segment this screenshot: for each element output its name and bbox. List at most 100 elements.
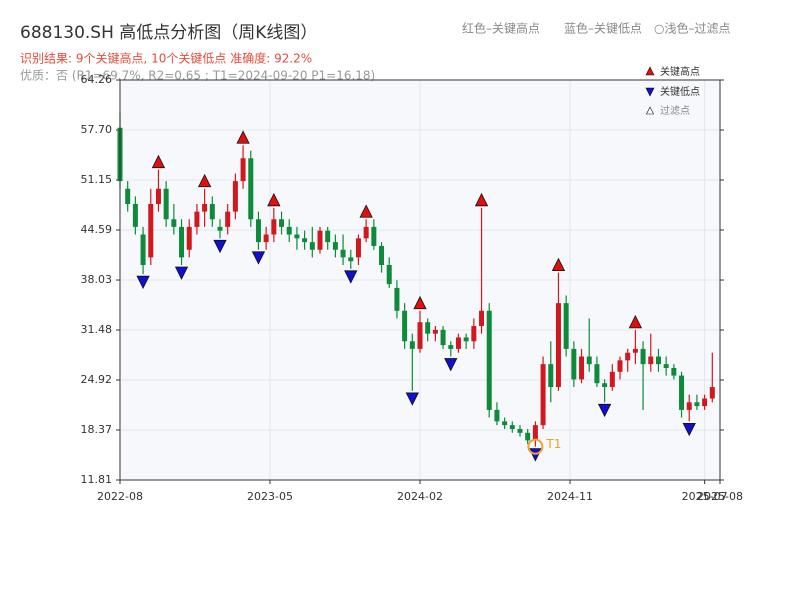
x-tick-label: 2024-11	[547, 490, 593, 503]
legend-marker	[645, 66, 655, 76]
high-point	[551, 257, 566, 272]
legend-marker	[646, 106, 654, 115]
subtitle: 识别结果: 9个关键高点, 10个关键低点 准确度: 92.2%	[20, 51, 312, 66]
high-point	[197, 173, 212, 188]
candle-body	[548, 364, 554, 388]
candle-body	[132, 204, 138, 227]
plot-frame	[119, 79, 721, 481]
high-point	[236, 130, 250, 144]
candle-body	[302, 238, 308, 243]
candle-body	[648, 356, 654, 365]
candle-body	[171, 219, 177, 227]
legend-label: 过滤点	[660, 104, 690, 117]
annotation-circle	[527, 438, 544, 455]
candle-body	[348, 257, 354, 262]
candle-body	[702, 398, 708, 407]
candle-body	[155, 188, 161, 205]
low-point	[444, 358, 458, 372]
candle-body	[402, 310, 408, 342]
candle-body	[363, 226, 369, 239]
candle-body	[440, 329, 446, 346]
candle-body	[163, 188, 169, 220]
candle-body	[317, 230, 323, 250]
high-point	[628, 314, 643, 329]
low-point	[213, 239, 227, 254]
candle-body	[632, 348, 638, 353]
candle-body	[471, 326, 477, 342]
candle-body	[355, 238, 361, 258]
candle-body	[309, 242, 315, 250]
candle-body	[502, 421, 508, 426]
x-tick-label: 2025-08	[697, 490, 743, 503]
candle-body	[525, 432, 531, 441]
y-tick-label: 51.15	[81, 173, 113, 186]
candle-body	[294, 234, 300, 239]
annotation-label: T1	[545, 437, 561, 451]
candle-body	[225, 211, 231, 227]
low-point	[136, 275, 150, 290]
y-tick-label: 57.70	[81, 123, 113, 136]
x-tick-label: 2024-02	[397, 490, 443, 503]
y-tick-label: 18.37	[81, 423, 113, 436]
candle-body	[517, 428, 523, 433]
low-point	[597, 403, 612, 418]
candle-body	[555, 303, 561, 388]
candle-body	[417, 322, 423, 349]
candle-body	[571, 348, 577, 380]
y-tick-label: 11.81	[81, 473, 113, 486]
legend-label: 关键高点	[660, 65, 700, 78]
x-tick-label: 2022-08	[97, 490, 143, 503]
candle-body	[179, 226, 185, 258]
low-point	[344, 270, 358, 284]
candle-body	[594, 364, 600, 384]
candle-body	[563, 303, 569, 349]
candle-body	[602, 383, 608, 388]
candle-body	[448, 345, 454, 349]
candle-body	[640, 348, 646, 365]
legend-text: 红色–关键高点 蓝色–关键低点 ○浅色–过滤点	[462, 21, 730, 36]
candle-body	[579, 356, 585, 380]
chart-title: 688130.SH 高低点分析图（周K线图）	[20, 23, 317, 43]
candle-body	[194, 211, 200, 227]
candle-body	[240, 158, 246, 182]
candle-body	[140, 234, 146, 266]
candle-body	[671, 367, 677, 376]
candle-body	[409, 341, 415, 349]
low-point	[682, 422, 696, 437]
x-tick-label: 2023-05	[247, 490, 293, 503]
candle-body	[232, 181, 238, 212]
quality-note: 优质：否 (R1=69.7%, R2=0.65 ; T1=2024-09-20 …	[20, 69, 375, 83]
candle-body	[463, 337, 469, 342]
high-point	[474, 192, 489, 207]
high-point	[359, 204, 373, 218]
y-tick-label: 44.59	[81, 223, 113, 236]
candle-body	[509, 425, 515, 429]
candle-body	[379, 245, 385, 266]
candle-body	[263, 234, 269, 243]
candle-body	[540, 364, 546, 426]
candle-body	[694, 402, 700, 407]
candle-body	[371, 226, 377, 246]
candle-body	[609, 371, 615, 388]
candle-body	[625, 352, 631, 361]
candle-body	[125, 188, 131, 205]
candle-body	[586, 356, 592, 365]
candle-body	[709, 387, 715, 399]
candle-body	[432, 329, 438, 334]
high-point	[151, 154, 166, 169]
candle-body	[663, 364, 669, 368]
low-point	[405, 392, 419, 406]
y-tick-label: 38.03	[81, 273, 113, 286]
legend-marker	[645, 87, 655, 97]
y-tick-label: 24.92	[81, 373, 113, 386]
candle-body	[217, 226, 223, 231]
candle-body	[209, 204, 215, 220]
candle-body	[486, 310, 492, 410]
candle-body	[332, 242, 338, 250]
candle-body	[394, 287, 400, 311]
candle-body	[655, 356, 661, 365]
candle-body	[325, 230, 331, 243]
candle-body	[494, 409, 500, 422]
candle-body	[248, 158, 254, 220]
